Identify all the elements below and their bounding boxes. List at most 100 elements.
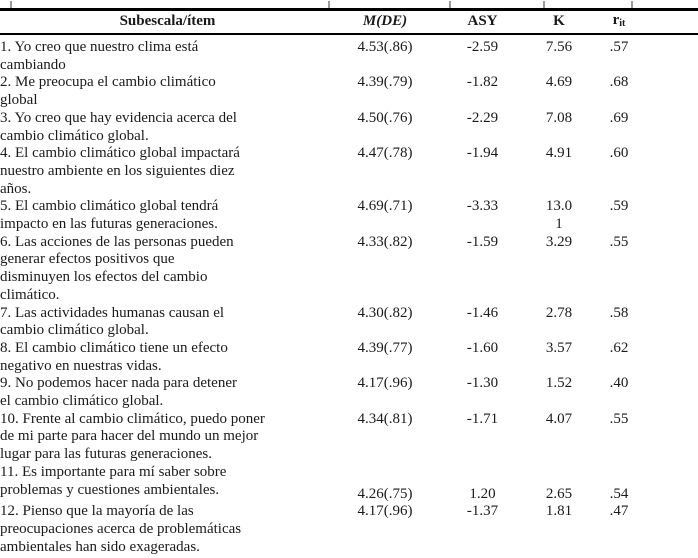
- asy-value: -1.37: [466, 503, 499, 520]
- k-value: 1.81: [545, 503, 573, 520]
- table-row-2: 2. Me preocupa el cambio climático globa…: [0, 74, 698, 109]
- k-value: 1.52: [545, 375, 573, 392]
- table-row-7: 7. Las actividades humanas causan el cam…: [0, 305, 698, 340]
- asy-value: -1.71: [466, 410, 499, 427]
- rit-value: .57: [609, 39, 629, 55]
- k-value: 4.91: [545, 145, 573, 162]
- rit-value: .62: [609, 339, 629, 356]
- k-value: 13.0 1: [545, 198, 573, 233]
- filler-cell: [650, 74, 698, 109]
- table-row-6: 6. Las acciones de las personas pueden g…: [0, 234, 698, 305]
- item-text: 3. Yo creo que hay evidencia acerca del …: [0, 109, 237, 144]
- filler-cell: [650, 464, 698, 503]
- table-row-8: 8. El cambio climático tiene un efecto n…: [0, 340, 698, 375]
- rit-base: r: [612, 12, 620, 28]
- asy-value: -2.59: [466, 39, 499, 55]
- m-de-value: 4.17(.96): [357, 503, 413, 520]
- asy-value: -3.33: [466, 198, 499, 215]
- table-row-4: 4. El cambio climático global impactará …: [0, 145, 698, 198]
- m-de-value: 4.39(.77): [357, 339, 413, 356]
- header-row: Subescala/ítem M(DE) ASY K rit: [0, 8, 698, 35]
- table-header: Subescala/ítem M(DE) ASY K rit: [0, 8, 698, 35]
- filler-cell: [650, 198, 698, 233]
- m-de-value: 4.50(.76): [357, 109, 413, 126]
- cell-border-tick: [10, 1, 12, 8]
- item-text: 9. No podemos hacer nada para detener el…: [0, 375, 237, 410]
- item-text: 4. El cambio climático global impactará …: [0, 145, 240, 197]
- item-text: 2. Me preocupa el cambio climático globa…: [0, 74, 216, 109]
- filler-cell: [650, 110, 698, 145]
- rit-value: .55: [609, 410, 629, 427]
- table-row-10: 10. Frente al cambio climático, puedo po…: [0, 411, 698, 464]
- rit-value: .58: [609, 304, 629, 321]
- asy-value: -1.30: [466, 375, 499, 392]
- filler-cell: [650, 375, 698, 410]
- m-de-value: 4.33(.82): [357, 233, 413, 250]
- asy-value: -1.60: [466, 339, 499, 356]
- filler-cell: [650, 340, 698, 375]
- filler-cell: [650, 503, 698, 556]
- filler-cell: [650, 145, 698, 198]
- col-header-rit: rit: [588, 8, 650, 35]
- k-value: 2.65: [545, 485, 573, 502]
- col-header-subescala-item: Subescala/ítem: [0, 8, 335, 35]
- k-value: 3.29: [545, 233, 573, 250]
- cell-border-tick: [449, 1, 451, 8]
- item-statistics-table: Subescala/ítem M(DE) ASY K rit 1. Yo cre…: [0, 8, 698, 556]
- cell-border-tick: [631, 1, 633, 8]
- m-de-value: 4.47(.78): [357, 145, 413, 162]
- table-row-9: 9. No podemos hacer nada para detener el…: [0, 375, 698, 410]
- item-text: 6. Las acciones de las personas pueden g…: [0, 233, 234, 303]
- filler-cell: [650, 34, 698, 74]
- rit-value: .59: [609, 198, 629, 215]
- asy-value: -1.59: [466, 233, 499, 250]
- col-header-filler: [650, 8, 698, 35]
- k-value: 4.69: [545, 74, 573, 91]
- item-text: 12. Pienso que la mayoría de las preocup…: [0, 503, 242, 555]
- rit-value: .54: [609, 485, 629, 502]
- item-text: 1. Yo creo que nuestro clima está cambia…: [0, 39, 199, 73]
- filler-cell: [650, 234, 698, 305]
- rit-value: .55: [609, 233, 629, 250]
- table-body: 1. Yo creo que nuestro clima está cambia…: [0, 34, 698, 556]
- filler-cell: [650, 305, 698, 340]
- col-header-k: K: [530, 8, 588, 35]
- rit-value: .68: [609, 74, 629, 91]
- m-de-value: 4.39(.79): [357, 74, 413, 91]
- k-value: 4.07: [545, 410, 573, 427]
- item-text: 7. Las actividades humanas causan el cam…: [0, 304, 225, 339]
- k-value: 7.08: [545, 109, 573, 126]
- table-row-5: 5. El cambio climático global tendrá imp…: [0, 198, 698, 233]
- item-text: 10. Frente al cambio climático, puedo po…: [0, 410, 265, 463]
- k-value: 7.56: [545, 39, 573, 55]
- col-header-m-de: M(DE): [335, 8, 435, 35]
- asy-value: -1.94: [466, 145, 499, 162]
- item-text: 11. Es importante para mí saber sobre pr…: [0, 463, 227, 498]
- asy-value: -2.29: [466, 109, 499, 126]
- asy-value: -1.82: [466, 74, 499, 91]
- asy-value: 1.20: [469, 485, 496, 502]
- filler-cell: [650, 411, 698, 464]
- k-value: 2.78: [545, 304, 573, 321]
- rit-value: .60: [609, 145, 629, 162]
- m-de-value: 4.34(.81): [357, 410, 413, 427]
- m-de-value: 4.17(.96): [357, 375, 413, 392]
- rit-subscript: it: [619, 18, 626, 29]
- cell-border-tick: [328, 1, 330, 8]
- cell-border-tick: [543, 1, 545, 8]
- table-row-12: 12. Pienso que la mayoría de las preocup…: [0, 503, 698, 556]
- rit-value: .69: [609, 109, 629, 126]
- item-text: 8. El cambio climático tiene un efecto n…: [0, 339, 228, 374]
- m-de-value: 4.69(.71): [357, 198, 413, 215]
- col-header-asy: ASY: [435, 8, 530, 35]
- rit-value: .40: [609, 375, 629, 392]
- table-row-3: 3. Yo creo que hay evidencia acerca del …: [0, 110, 698, 145]
- m-de-value: 4.30(.82): [357, 304, 413, 321]
- m-de-value: 4.53(.86): [357, 39, 413, 55]
- k-value: 3.57: [545, 339, 573, 356]
- table-row-1: 1. Yo creo que nuestro clima está cambia…: [0, 34, 698, 74]
- table-row-11: 11. Es importante para mí saber sobre pr…: [0, 464, 698, 503]
- item-text: 5. El cambio climático global tendrá imp…: [0, 198, 219, 233]
- asy-value: -1.46: [466, 304, 499, 321]
